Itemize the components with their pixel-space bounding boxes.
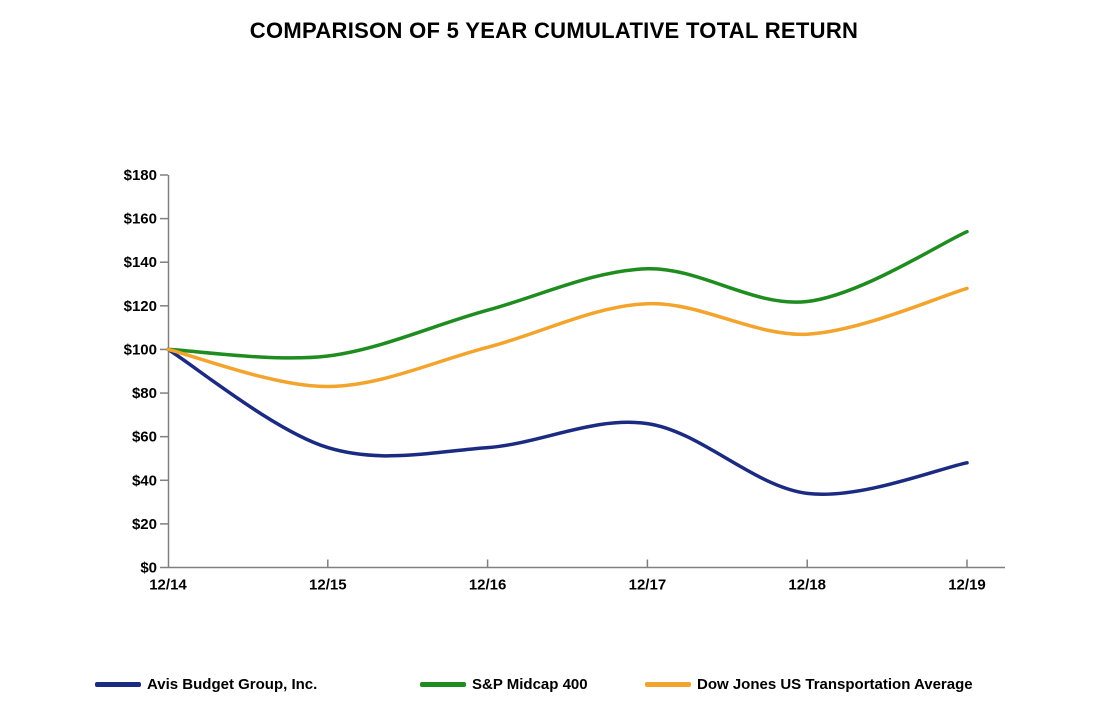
legend-swatch-0	[95, 682, 141, 687]
chart-title: COMPARISON OF 5 YEAR CUMULATIVE TOTAL RE…	[249, 18, 859, 43]
x-tick-label: 12/14	[149, 577, 187, 594]
y-tick-label: $100	[124, 341, 157, 358]
legend-label: S&P Midcap 400	[472, 676, 588, 693]
legend-label: Dow Jones US Transportation Average	[697, 676, 973, 693]
y-tick-label: $40	[132, 472, 157, 489]
legend-item-2: Dow Jones US Transportation Average	[645, 676, 973, 693]
legend-item-1: S&P Midcap 400	[420, 676, 588, 693]
legend-swatch-2	[645, 682, 691, 687]
y-tick-label: $160	[124, 211, 157, 228]
legend-label: Avis Budget Group, Inc.	[147, 676, 318, 693]
y-tick-label: $120	[124, 298, 157, 315]
legend-swatch-1	[420, 682, 466, 687]
y-tick-label: $80	[132, 385, 157, 402]
y-tick-label: $20	[132, 516, 157, 533]
x-tick-label: 12/18	[788, 577, 826, 594]
y-tick-label: $0	[140, 560, 157, 577]
series-line-0	[166, 347, 969, 496]
x-tick-label: 12/17	[629, 577, 667, 594]
y-tick-label: $60	[132, 429, 157, 446]
series-line-1	[166, 229, 969, 360]
y-tick-label: $140	[124, 254, 157, 271]
y-tick-label: $180	[124, 167, 157, 184]
legend-item-0: Avis Budget Group, Inc.	[95, 676, 317, 693]
series-line-2	[166, 286, 969, 389]
x-tick-label: 12/16	[469, 577, 507, 594]
x-tick-label: 12/19	[948, 577, 986, 594]
x-tick-label: 12/15	[309, 577, 347, 594]
